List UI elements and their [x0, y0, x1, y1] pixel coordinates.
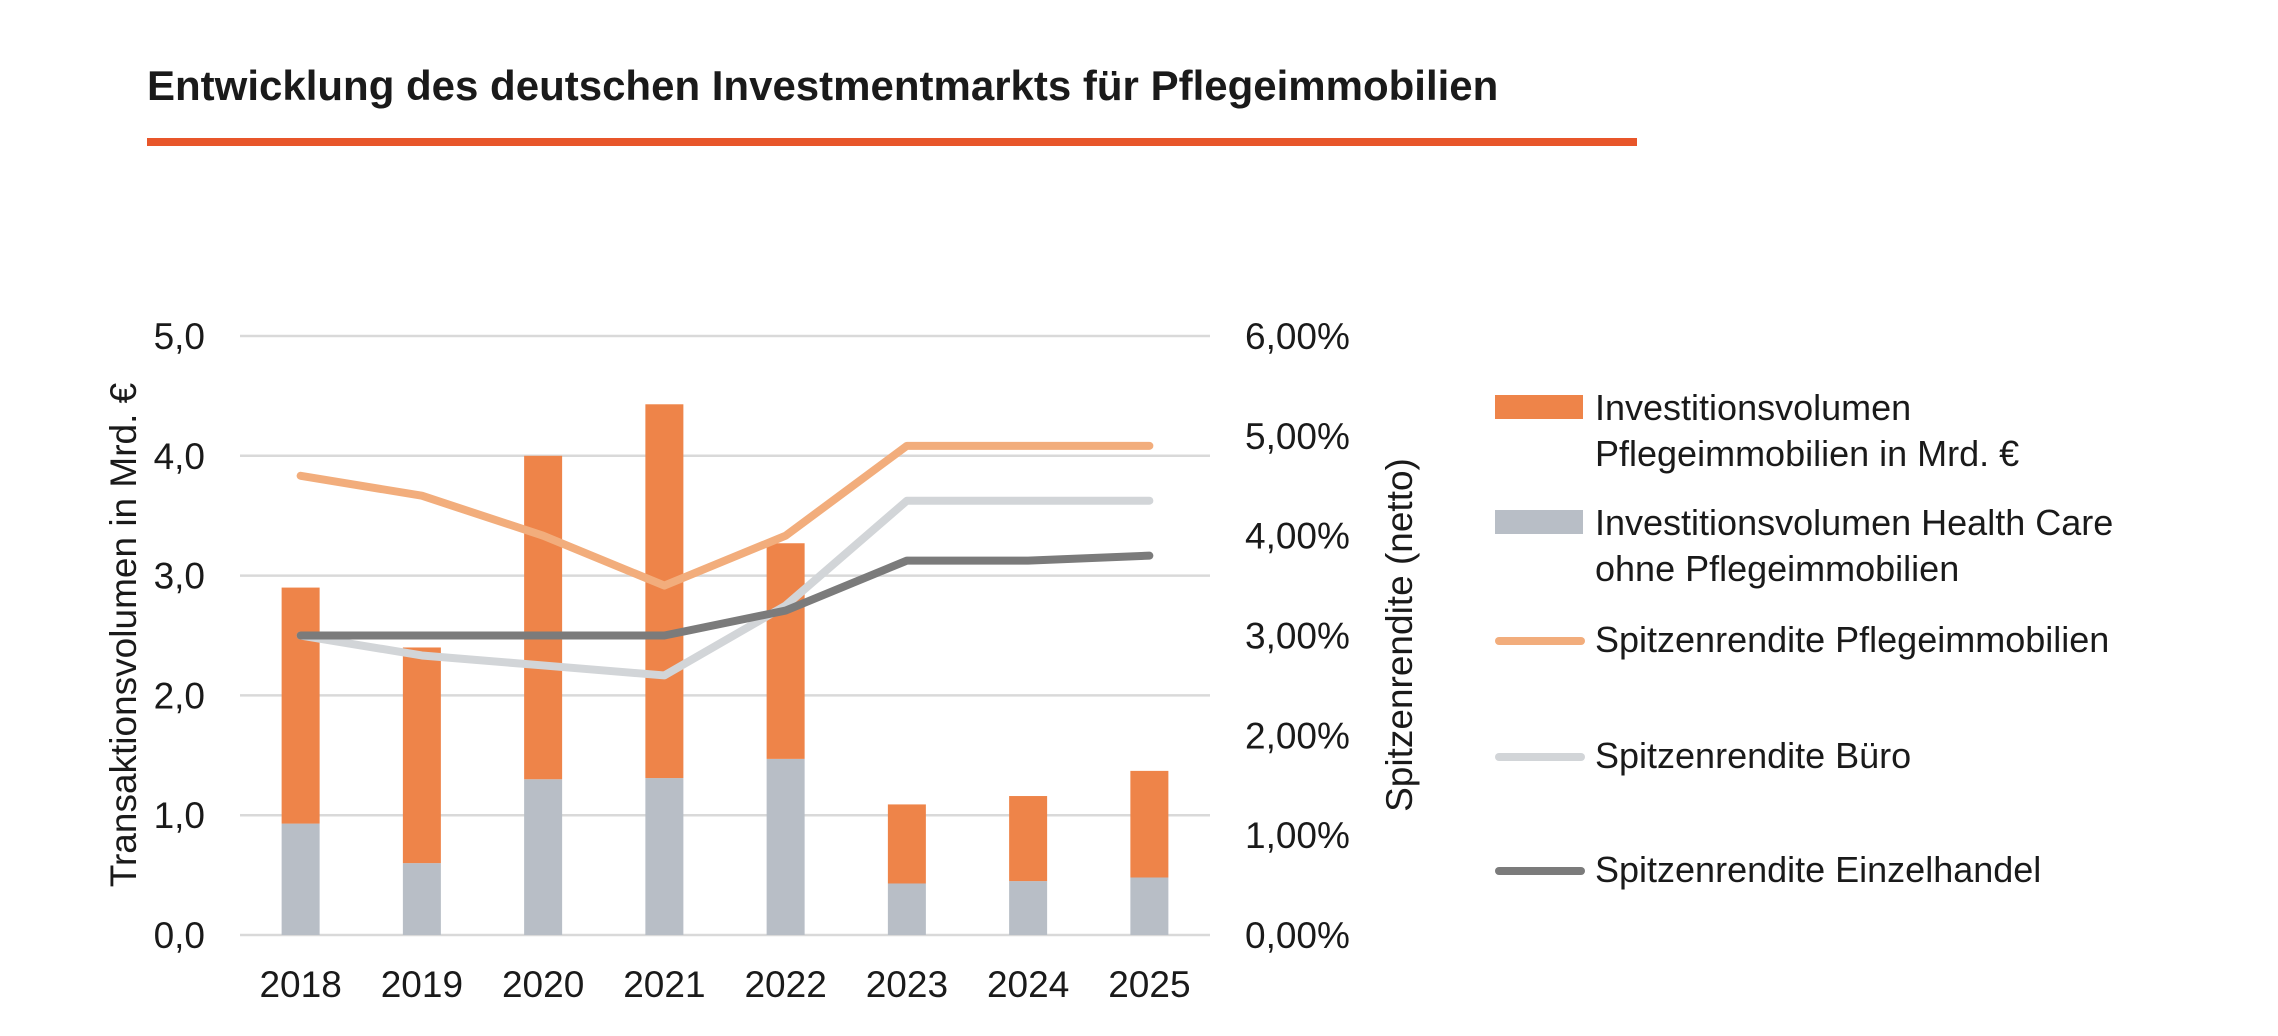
- legend-label-line: ohne Pflegeimmobilien: [1595, 548, 1960, 589]
- y2-tick-label: 2,00%: [1245, 715, 1350, 756]
- y2-tick-label: 5,00%: [1245, 416, 1350, 457]
- x-tick-label: 2021: [623, 964, 705, 1005]
- legend-swatch: [1495, 637, 1585, 645]
- y2-tick-label: 0,00%: [1245, 915, 1350, 956]
- bar-bar-health: [524, 779, 563, 935]
- legend-label-line: Spitzenrendite Pflegeimmobilien: [1595, 619, 2110, 660]
- axes: 0,0 1,0 2,0 3,0 4,0 5,0 0,00% 1,00% 2,00% 3,00% 4,…: [103, 316, 1420, 1005]
- legend-label-line: Pflegeimmobilien in Mrd. €: [1595, 433, 2020, 474]
- bar-bar-health: [645, 778, 684, 935]
- series-line-line-einzelhandel: [296, 551, 1154, 640]
- legend-label: Investitionsvolumen Health Care ohne Pfle…: [1595, 500, 2113, 592]
- series-line-line-buero: [296, 496, 1154, 680]
- x-tick-label: 2018: [259, 964, 341, 1005]
- legend-label-line: Investitionsvolumen: [1595, 387, 1912, 428]
- legend-swatch: [1495, 753, 1585, 761]
- y-tick-label: 2,0: [154, 675, 205, 716]
- x-tick-label: 2024: [987, 964, 1069, 1005]
- legend-label-line: Investitionsvolumen Health Care: [1595, 502, 2114, 543]
- lines: [296, 441, 1154, 680]
- legend-swatch: [1495, 395, 1583, 419]
- y2-tick-label: 1,00%: [1245, 815, 1350, 856]
- bar-bar-health: [402, 863, 441, 935]
- bar-bar-pflege: [1130, 770, 1169, 878]
- legend-swatch: [1495, 510, 1583, 534]
- x-tick-label: 2020: [502, 964, 584, 1005]
- x-tick-label: 2023: [866, 964, 948, 1005]
- x-tick-label: 2022: [744, 964, 826, 1005]
- series-line-line-pflege: [296, 441, 1154, 590]
- y-tick-label: 4,0: [154, 436, 205, 477]
- y-tick-label: 3,0: [154, 556, 205, 597]
- y2-tick-label: 3,00%: [1245, 616, 1350, 657]
- x-tick-label: 2019: [381, 964, 463, 1005]
- y-tick-label: 1,0: [154, 795, 205, 836]
- bar-bar-health: [887, 883, 926, 935]
- bar-bar-pflege: [281, 587, 320, 824]
- legend-label-line: Spitzenrendite Einzelhandel: [1595, 849, 2042, 890]
- legend-swatch: [1495, 867, 1585, 875]
- gridlines: [240, 334, 1210, 937]
- bar-bar-pflege: [524, 455, 563, 780]
- legend-label: Investitionsvolumen Pflegeimmobilien in M…: [1595, 385, 2019, 477]
- bar-bar-health: [1130, 877, 1169, 935]
- bar-bar-pflege: [402, 647, 441, 864]
- chart-title: Entwicklung des deutschen Investmentmark…: [147, 62, 1499, 109]
- y2-tick-label: 4,00%: [1245, 516, 1350, 557]
- bars: [281, 404, 1169, 935]
- bar-bar-health: [1009, 881, 1048, 935]
- y-axis-title: Transaktionsvolumen in Mrd. €: [103, 382, 144, 887]
- y2-tick-label: 6,00%: [1245, 316, 1350, 357]
- bar-bar-pflege: [887, 804, 926, 884]
- bar-bar-health: [281, 823, 320, 935]
- y-tick-label: 5,0: [154, 316, 205, 357]
- bar-bar-pflege: [766, 543, 805, 759]
- legend-label: Spitzenrendite Pflegeimmobilien: [1595, 617, 2109, 663]
- legend-label: Spitzenrendite Einzelhandel: [1595, 847, 2041, 893]
- y2-axis-title: Spitzenrendite (netto): [1379, 458, 1420, 812]
- x-tick-label: 2025: [1108, 964, 1190, 1005]
- legend-label-line: Spitzenrendite Büro: [1595, 735, 1912, 776]
- legend-label: Spitzenrendite Büro: [1595, 733, 1911, 779]
- title-underline: [147, 138, 1637, 146]
- bar-bar-health: [766, 758, 805, 935]
- y-tick-label: 0,0: [154, 915, 205, 956]
- bar-bar-pflege: [1009, 796, 1048, 882]
- bar-bar-pflege: [645, 404, 684, 779]
- chart-plot: 0,0 1,0 2,0 3,0 4,0 5,0 0,00% 1,00% 2,00% 3,00% 4,…: [103, 316, 1420, 1005]
